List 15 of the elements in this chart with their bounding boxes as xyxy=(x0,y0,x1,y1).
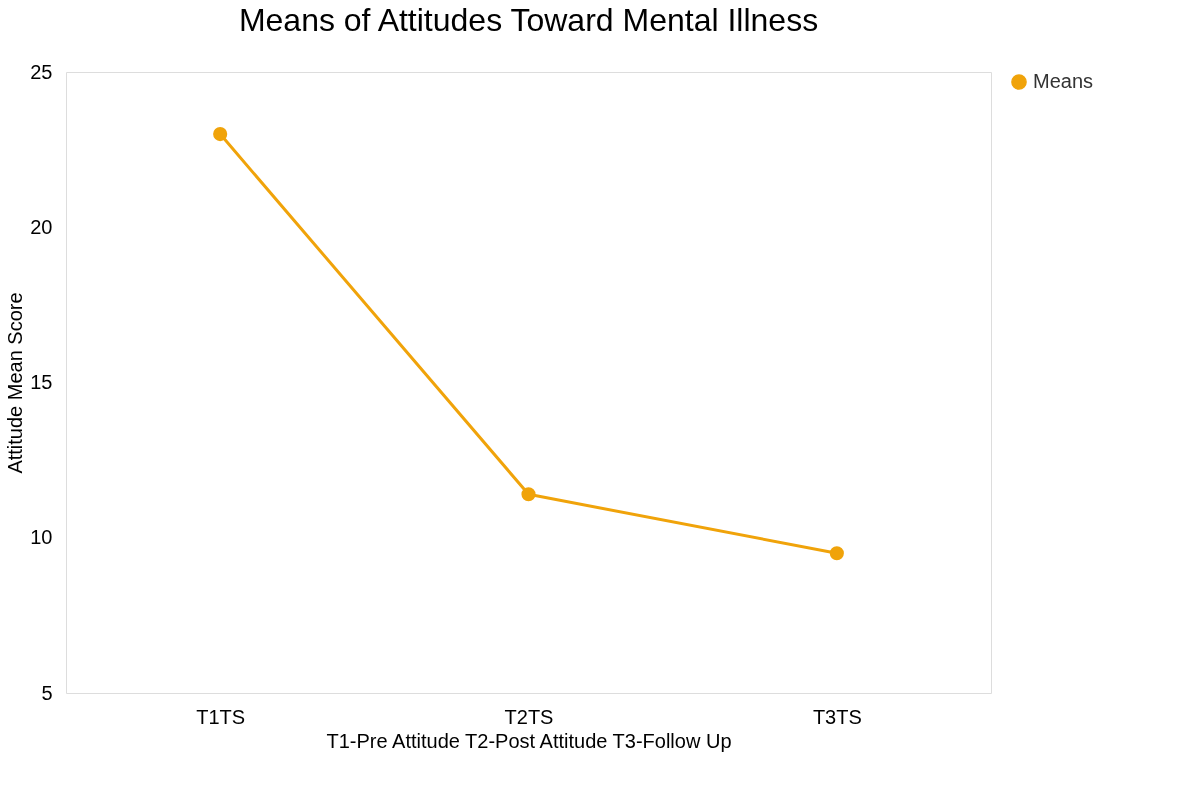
y-axis-title: Attitude Mean Score xyxy=(4,292,27,474)
point xyxy=(213,127,228,142)
y-tick-label: 10 xyxy=(30,526,53,549)
legend-label: Means xyxy=(1033,70,1094,92)
x-axis-title: T1-Pre Attitude T2-Post Attitude T3-Follow Up xyxy=(326,729,732,752)
chart-title: Means of Attitudes Toward Mental Illness xyxy=(238,2,819,38)
point xyxy=(521,487,536,502)
y-tick-label: 20 xyxy=(30,215,53,238)
y-tick-label: 15 xyxy=(30,371,53,393)
x-tick-label: T1TS xyxy=(196,705,246,728)
x-tick-label: T3TS xyxy=(812,705,862,728)
x-tick-label: T2TS xyxy=(504,705,554,728)
y-tick-label: 25 xyxy=(30,60,53,83)
point xyxy=(829,546,844,561)
y-tick-label: 5 xyxy=(41,681,53,704)
